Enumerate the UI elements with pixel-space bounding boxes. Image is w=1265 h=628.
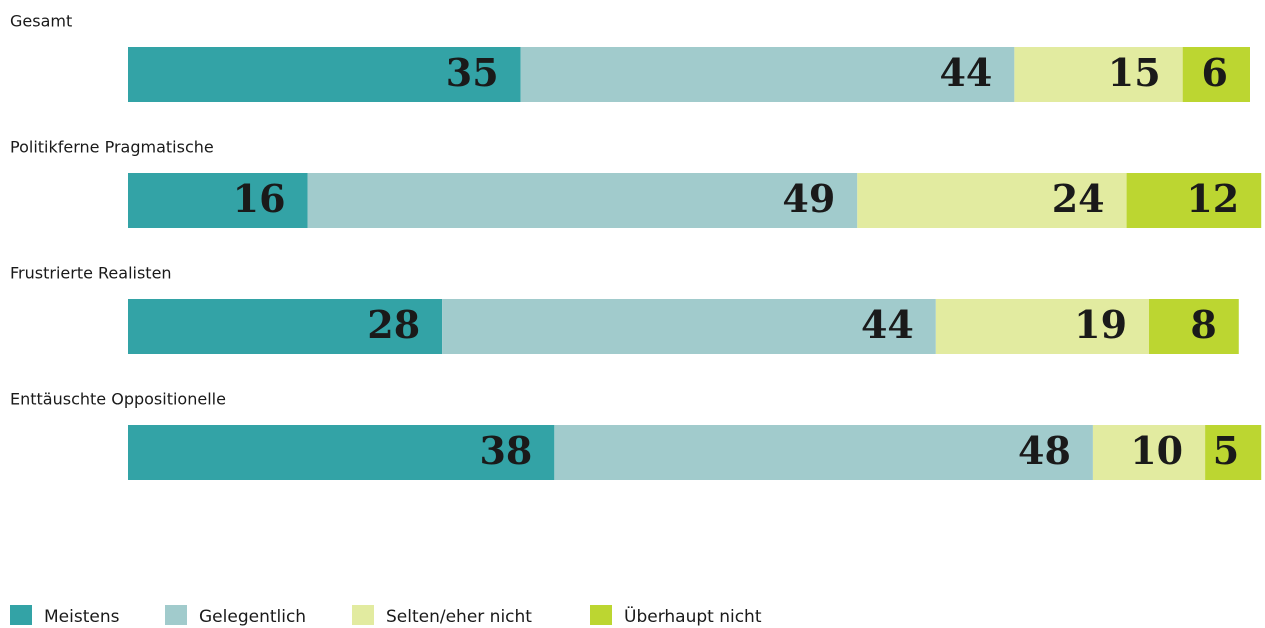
legend-swatch bbox=[165, 605, 187, 625]
value-label: 8 bbox=[1190, 302, 1216, 347]
category-label: Enttäuschte Oppositionelle bbox=[10, 390, 226, 409]
value-label: 10 bbox=[1130, 428, 1183, 473]
value-label: 16 bbox=[233, 176, 286, 221]
value-label: 35 bbox=[446, 50, 499, 95]
legend-swatch bbox=[10, 605, 32, 625]
bar-segment bbox=[1205, 425, 1262, 480]
value-label: 6 bbox=[1202, 50, 1228, 95]
value-label: 48 bbox=[1018, 428, 1071, 473]
value-label: 44 bbox=[861, 302, 914, 347]
value-label: 19 bbox=[1074, 302, 1127, 347]
bar-segment bbox=[1092, 425, 1206, 480]
value-label: 12 bbox=[1186, 176, 1239, 221]
bar-segment bbox=[1126, 173, 1262, 228]
category-label: Frustrierte Realisten bbox=[10, 264, 172, 283]
legend-label: Meistens bbox=[44, 607, 120, 627]
bar-segment bbox=[128, 47, 521, 102]
bar-segment bbox=[442, 299, 936, 354]
value-label: 5 bbox=[1213, 428, 1239, 473]
bar-segment bbox=[1182, 47, 1250, 102]
bar-segment bbox=[128, 299, 443, 354]
value-label: 15 bbox=[1108, 50, 1161, 95]
legend-swatch bbox=[352, 605, 374, 625]
bar-segment bbox=[1014, 47, 1183, 102]
bar-segment bbox=[520, 47, 1015, 102]
bar-segment bbox=[554, 425, 1093, 480]
value-label: 24 bbox=[1052, 176, 1105, 221]
value-label: 38 bbox=[479, 428, 532, 473]
bar-segment bbox=[128, 425, 555, 480]
value-label: 28 bbox=[367, 302, 420, 347]
value-label: 44 bbox=[939, 50, 992, 95]
legend-label: Selten/eher nicht bbox=[386, 607, 532, 627]
legend-label: Gelegentlich bbox=[199, 607, 306, 627]
bar-segment bbox=[128, 173, 308, 228]
category-label: Politikferne Pragmatische bbox=[10, 138, 214, 157]
value-label: 49 bbox=[782, 176, 835, 221]
bar-segment bbox=[935, 299, 1150, 354]
category-label: Gesamt bbox=[10, 12, 72, 31]
bar-segment bbox=[307, 173, 858, 228]
legend-swatch bbox=[590, 605, 612, 625]
legend-label: Überhaupt nicht bbox=[624, 605, 762, 627]
bar-segment bbox=[857, 173, 1127, 228]
bar-segment bbox=[1149, 299, 1239, 354]
